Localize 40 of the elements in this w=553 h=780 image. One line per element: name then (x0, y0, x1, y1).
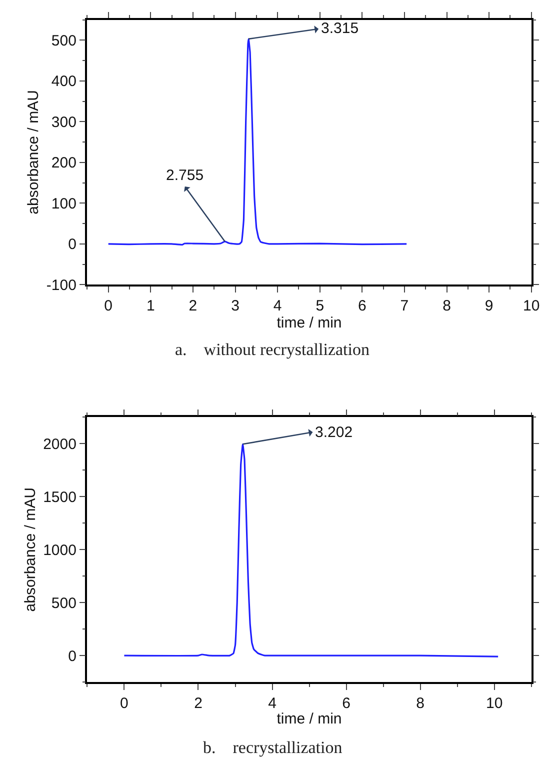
x-tick-label: 10 (486, 694, 503, 712)
x-tick-label: 8 (416, 694, 424, 712)
x-tick-label: 8 (442, 297, 451, 314)
y-tick-label: 100 (51, 195, 76, 212)
y-tick-label: 1500 (43, 488, 76, 506)
x-tick-label: 1 (146, 297, 155, 314)
y-tick-label: 0 (68, 236, 76, 254)
y-axis-title: absorbance / mAU (22, 487, 39, 612)
y-tick-label: 2000 (43, 436, 76, 453)
y-tick-label: 300 (51, 114, 76, 131)
y-tick-label: 500 (51, 594, 76, 612)
x-tick-label: 3 (231, 297, 240, 314)
annotation: 2.755 (166, 167, 204, 184)
x-tick-label: 5 (316, 297, 324, 314)
y-tick-label: 400 (51, 73, 76, 90)
x-tick-label: 10 (523, 297, 540, 314)
y-tick-label: 0 (68, 648, 76, 665)
x-axis-title: time / min (276, 314, 342, 332)
text: a. without recrystallization (175, 340, 370, 359)
y-tick-label: 1000 (43, 542, 76, 559)
text: b. recrystallization (203, 738, 343, 757)
x-tick-label: 0 (104, 297, 113, 314)
x-axis-title: time / min (276, 710, 342, 728)
x-tick-label: 2 (194, 694, 202, 712)
annotation: 3.315 (321, 20, 359, 37)
y-tick-label: 200 (51, 154, 76, 172)
line-series (123, 443, 499, 658)
x-tick-label: 7 (400, 297, 409, 314)
x-tick-label: 0 (120, 694, 128, 712)
x-tick-label: 6 (342, 694, 350, 712)
y-tick-label: -100 (46, 276, 76, 294)
x-tick-label: 4 (268, 694, 276, 712)
y-tick-label: 500 (51, 32, 76, 50)
x-tick-label: 6 (358, 297, 366, 314)
annotation: 3.202 (315, 424, 353, 441)
y-axis-title: absorbance / mAU (25, 90, 42, 214)
x-tick-label: 4 (273, 297, 282, 314)
x-tick-label: 9 (484, 297, 494, 314)
x-tick-label: 2 (188, 297, 198, 314)
line-series (108, 38, 408, 246)
